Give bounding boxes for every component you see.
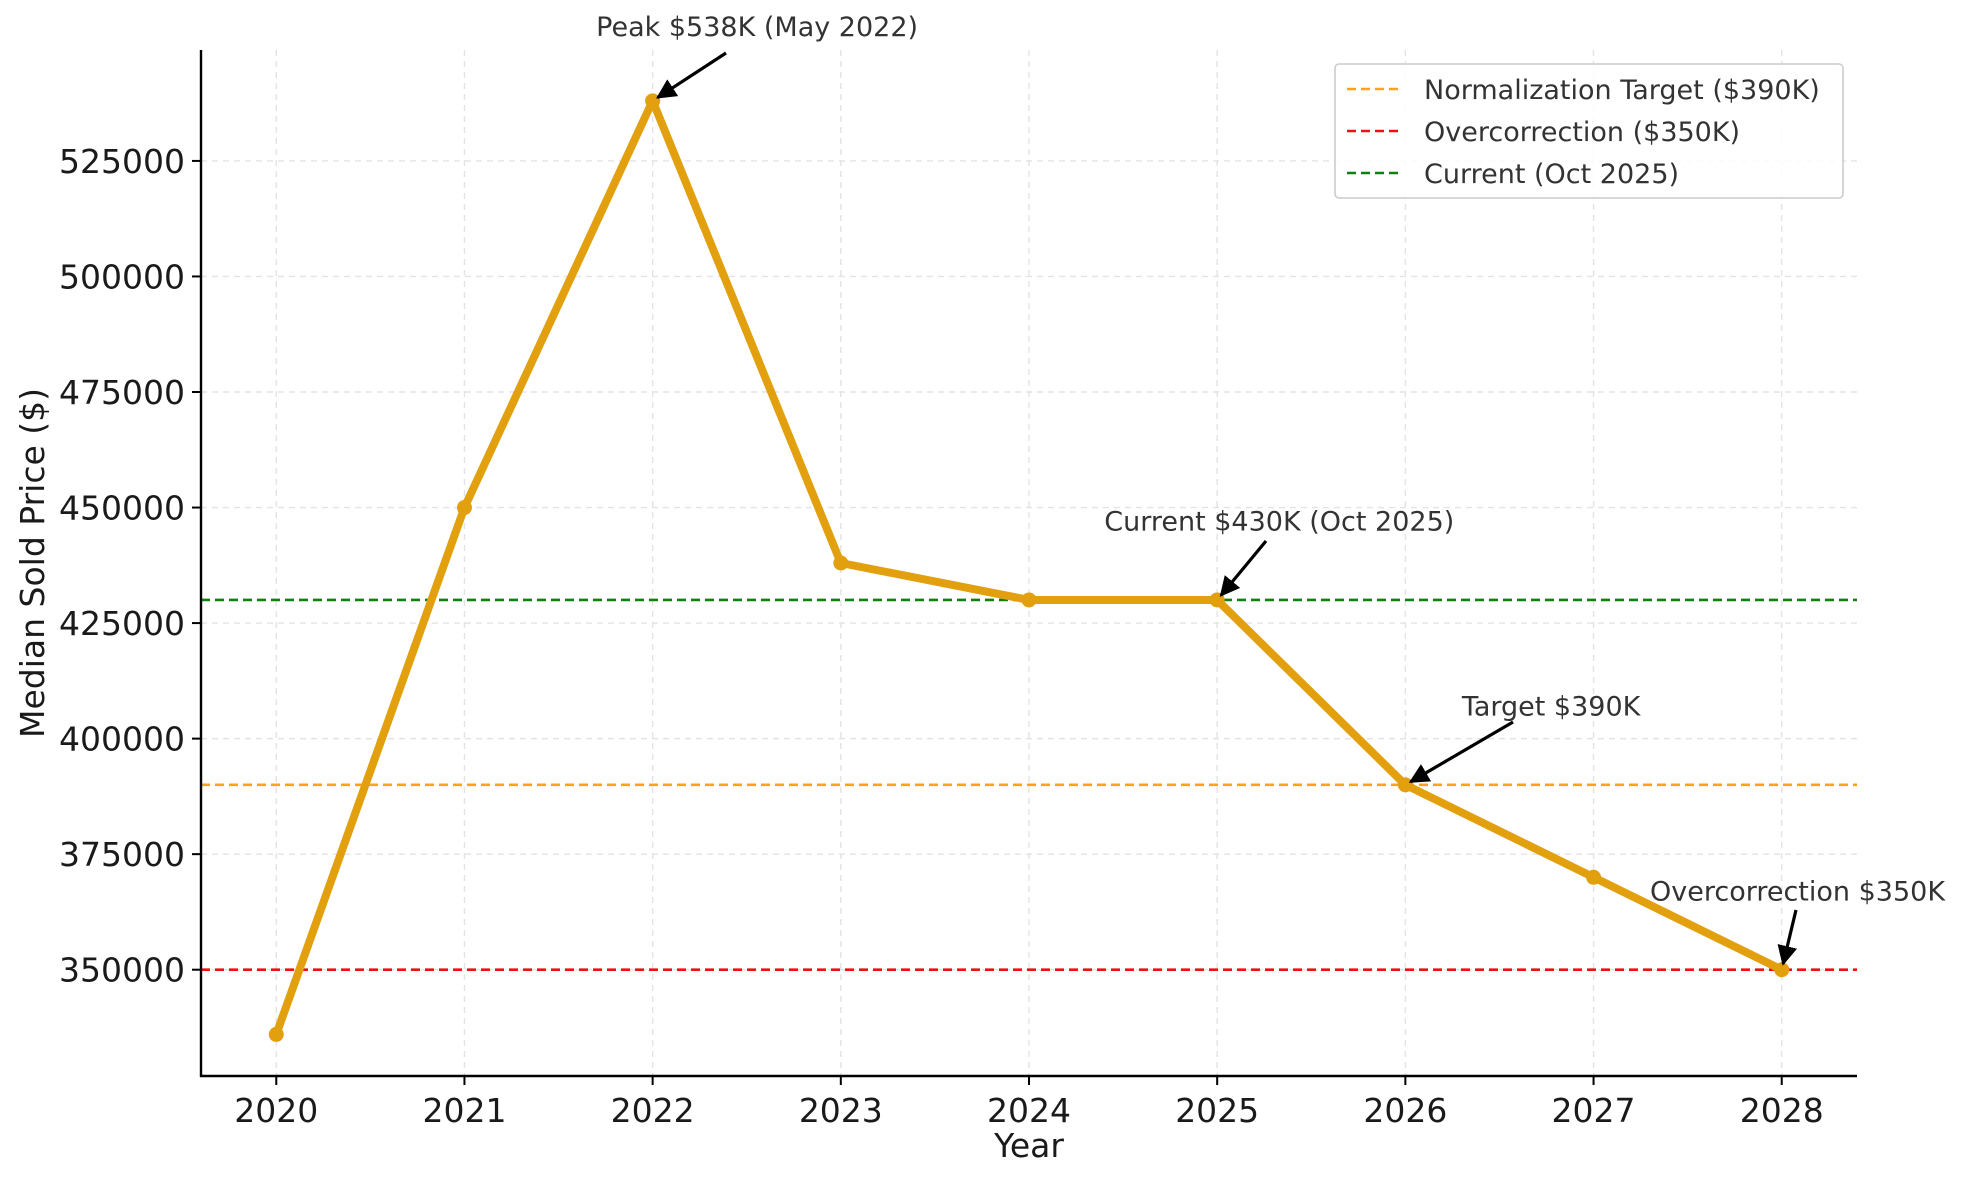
y-tick-label: 525000 — [59, 142, 185, 181]
y-tick-label: 425000 — [59, 604, 185, 643]
legend-label-2: Current (Oct 2025) — [1424, 159, 1679, 190]
x-tick-label: 2024 — [987, 1091, 1071, 1130]
annotation-label: Peak $538K (May 2022) — [596, 12, 918, 43]
data-point — [1586, 869, 1602, 885]
grid — [201, 50, 1857, 1076]
axes — [192, 50, 1857, 1085]
x-tick-label: 2022 — [611, 1091, 695, 1130]
series-layer — [268, 93, 1790, 1042]
x-tick-label: 2028 — [1740, 1091, 1824, 1130]
y-tick-label: 500000 — [59, 257, 185, 296]
annotation-label: Target $390K — [1461, 692, 1642, 723]
x-tick-label: 2025 — [1175, 1091, 1259, 1130]
data-point — [268, 1026, 284, 1042]
y-tick-label: 350000 — [59, 951, 185, 990]
y-tick-label: 475000 — [59, 373, 185, 412]
y-tick-label: 450000 — [59, 489, 185, 528]
x-tick-label: 2020 — [234, 1091, 318, 1130]
legend-box — [1334, 63, 1844, 199]
x-tick-label: 2027 — [1552, 1091, 1636, 1130]
data-point — [1774, 962, 1790, 978]
y-axis-title: Median Sold Price ($) — [13, 388, 52, 738]
y-tick-label: 375000 — [59, 835, 185, 874]
data-point — [456, 500, 472, 516]
data-point — [833, 555, 849, 571]
annotation-label: Overcorrection $350K — [1650, 876, 1946, 907]
annotation-arrow — [655, 51, 727, 99]
legend-label-1: Overcorrection ($350K) — [1424, 117, 1740, 148]
annotation-arrow — [1219, 539, 1268, 597]
annotation-label: Current $430K (Oct 2025) — [1104, 507, 1454, 538]
y-tick-label: 400000 — [59, 720, 185, 759]
annotations: Peak $538K (May 2022) Current $430K (Oct … — [596, 12, 1946, 966]
data-point — [1021, 592, 1037, 608]
annotation-arrow — [1408, 720, 1514, 784]
legend-label-0: Normalization Target ($390K) — [1424, 75, 1820, 106]
x-tick-label: 2026 — [1363, 1091, 1447, 1130]
annotation-arrow — [1777, 909, 1798, 966]
tick-labels: 2020 2021 2022 2023 2024 2025 2026 2027 2028 3500… — [59, 142, 1824, 1130]
legend: Normalization Target ($390K) Overcorrecti… — [1334, 63, 1844, 199]
data-point — [1397, 777, 1413, 793]
x-axis-title: Year — [993, 1126, 1064, 1165]
x-tick-label: 2021 — [422, 1091, 506, 1130]
x-tick-label: 2023 — [799, 1091, 883, 1130]
